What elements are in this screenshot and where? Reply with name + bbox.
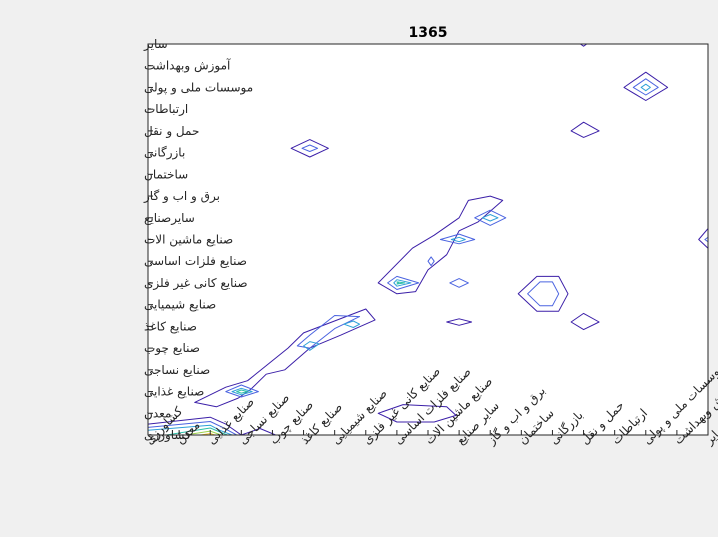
contour-line-trade-2 xyxy=(301,144,319,152)
contour-line-mid-diag xyxy=(377,195,504,295)
y-tick-label: موسسات ملی و پولی xyxy=(144,80,253,95)
y-tick-label: حمل و نقل xyxy=(144,124,199,139)
contour-line-misc-2 xyxy=(450,236,466,243)
y-tick-label: صنایع ماشین الات xyxy=(144,233,233,248)
contour-line-power-2 xyxy=(481,214,499,222)
contour-line-build-2 xyxy=(527,281,560,307)
contour-line-misc-1 xyxy=(439,233,476,245)
y-tick-label: سایر xyxy=(143,37,168,52)
contour-line-fin-1 xyxy=(623,71,669,101)
plot-area xyxy=(148,44,708,435)
contour-line-metal-1 xyxy=(387,275,420,290)
y-tick-label: بازرگانی xyxy=(144,146,185,161)
y-tick-label: صنایع کاغذ xyxy=(144,319,197,333)
contour-line-paper-1 xyxy=(296,315,361,349)
contour-line-diag-lower xyxy=(194,308,376,408)
y-tick-label: صنایع شیمیایی xyxy=(144,298,216,312)
y-tick-label: برق و اب و گاز xyxy=(143,189,220,204)
y-tick-label: صنایع کانی غیر فلزی xyxy=(144,276,248,291)
chart-title: 1365 xyxy=(409,25,448,41)
contour-line-x1-3-y1-2b xyxy=(148,421,237,435)
contour-line-metal-2 xyxy=(393,279,412,287)
contour-line-misc-chem xyxy=(446,318,473,326)
contour-line-energy-1 xyxy=(377,404,457,423)
y-tick-label: معدن xyxy=(144,406,171,420)
contour-line-trans-chem xyxy=(570,312,600,331)
y-tick-label: ارتباطات xyxy=(144,102,188,117)
contour-line-x1-3-y1-2 xyxy=(148,416,242,435)
y-tick-label: صنایع نساجی xyxy=(144,363,210,377)
contour-line-other-edge xyxy=(698,228,708,249)
contour-line-paper-2 xyxy=(303,341,320,351)
contour-line-textile-3 xyxy=(236,389,249,394)
contour-line-build-1 xyxy=(517,275,569,312)
contour-line-textile-2 xyxy=(231,387,253,396)
y-tick-label: صنایع فلزات اساسی xyxy=(144,254,247,269)
contour-line-misc-3 xyxy=(449,278,469,288)
contour-line-corner-4 xyxy=(241,428,276,435)
contour-line-power-1 xyxy=(474,209,507,226)
contour-line-mach-1 xyxy=(427,256,435,267)
contour-line-fin-3 xyxy=(640,83,651,92)
contour-line-fin-2 xyxy=(632,78,659,96)
contour-line-metal-3 xyxy=(396,281,406,285)
contour-line-textile-1 xyxy=(225,384,259,398)
y-tick-label: سایرصنایع xyxy=(144,211,195,226)
y-tick-label: صنایع چوب xyxy=(144,341,200,356)
y-tick-label: صنایع غذایی xyxy=(144,385,204,399)
y-tick-label: ساختمان xyxy=(144,167,188,181)
contour-line-x1-3-y1-2d xyxy=(166,427,228,435)
contour-line-top-edge xyxy=(580,44,587,47)
contour-line-chem-2 xyxy=(343,320,361,328)
contour-line-x1-3-y1-2c xyxy=(148,424,233,435)
y-tick-label: آموزش وبهداشت xyxy=(144,58,231,74)
contour-line-other-edge-2 xyxy=(704,236,708,243)
contour-line-trade-1 xyxy=(290,139,329,158)
contour-line-trans-trans xyxy=(570,121,600,138)
